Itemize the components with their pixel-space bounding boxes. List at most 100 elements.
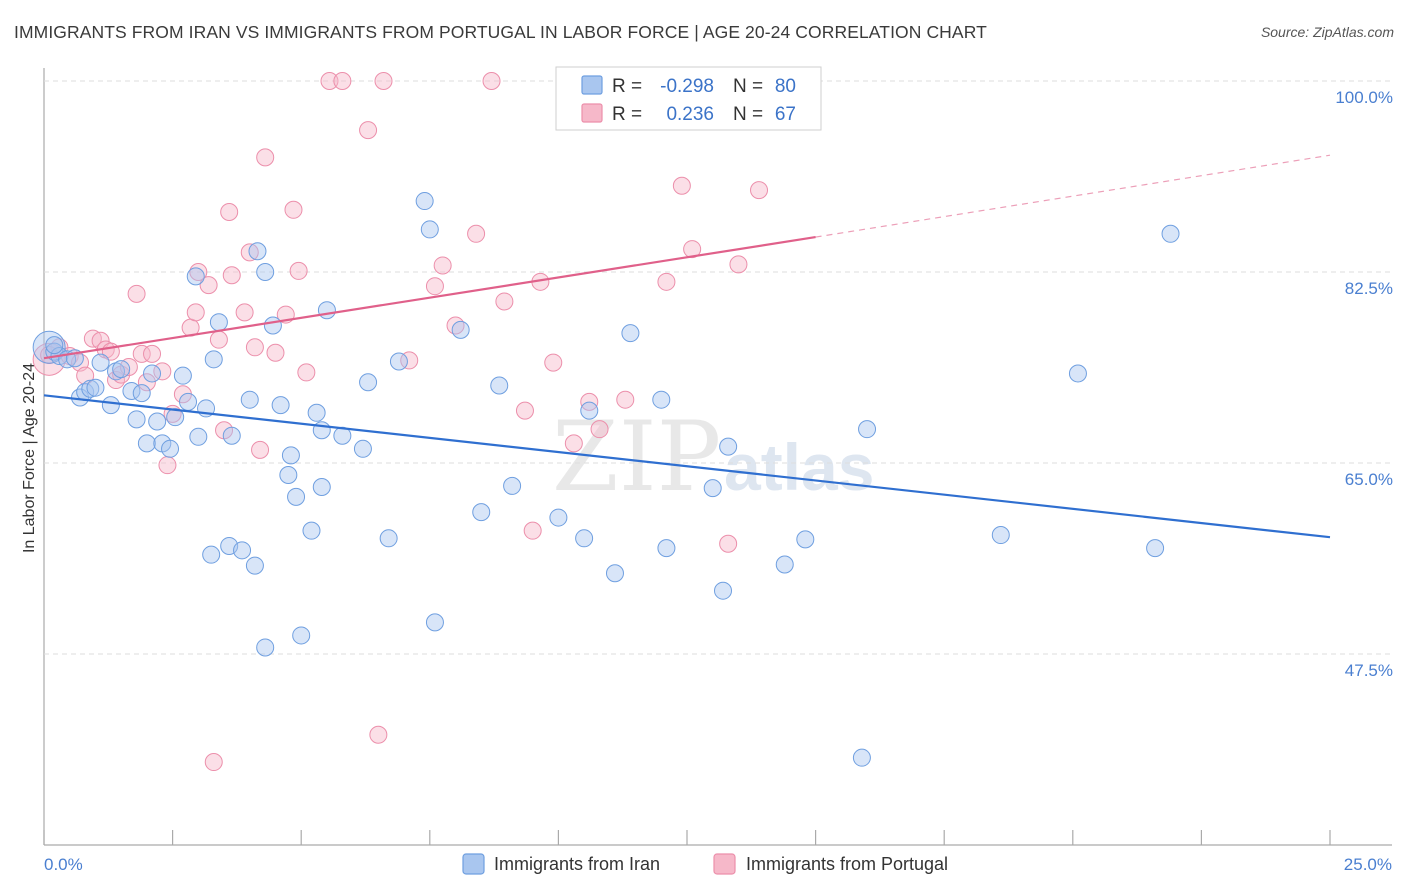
portugal-point [425, 277, 444, 296]
legend-r-value-portugal: 0.236 [666, 104, 714, 125]
iran-trend-line [43, 394, 1331, 539]
iran-point [127, 410, 146, 429]
iran-point [112, 360, 131, 379]
iran-point [287, 487, 306, 506]
portugal-point [672, 176, 691, 195]
iran-point [132, 384, 151, 403]
portugal-point [83, 329, 102, 348]
iran-point [858, 420, 877, 439]
iran-point [256, 263, 275, 281]
legend-r-label-portugal: R = [612, 104, 642, 125]
iran-point [143, 364, 162, 383]
x-tick-label-max: 25.0% [1344, 855, 1392, 874]
bottom-legend-swatch-iran [462, 853, 485, 875]
iran-point [166, 408, 185, 427]
iran-point [312, 478, 331, 497]
iran-point [263, 316, 282, 335]
iran-point [359, 373, 378, 392]
portugal-point [245, 338, 264, 357]
bottom-legend: Immigrants from Iran Immigrants from Por… [462, 853, 948, 875]
y-axis-label: In Labor Force | Age 20-24 [21, 363, 38, 553]
trend-lines [43, 154, 1331, 539]
portugal-point [222, 266, 241, 285]
iran-point [657, 539, 676, 558]
portugal-point [240, 243, 259, 262]
y-tick-label: 82.5% [1345, 279, 1393, 298]
portugal-point [616, 390, 635, 409]
iran-point [1146, 539, 1165, 558]
x-tick-label-min: 0.0% [44, 855, 83, 874]
iran-point [379, 529, 398, 548]
portugal-point [590, 420, 609, 439]
iran-point [189, 427, 208, 446]
iran-point [86, 378, 105, 397]
portugal-point [220, 202, 239, 221]
portugal-point [467, 224, 486, 243]
gridlines [44, 80, 1392, 655]
iran-point [91, 353, 110, 372]
portugal-trend-line [43, 235, 816, 360]
iran-point [209, 313, 228, 332]
iran-point [148, 412, 167, 431]
iran-point [137, 434, 156, 453]
bottom-legend-label-portugal: Immigrants from Portugal [746, 854, 948, 874]
portugal-point [284, 200, 303, 219]
watermark-zip: ZIP [552, 401, 721, 513]
legend-swatch-portugal [581, 103, 603, 123]
iran-point [425, 613, 444, 632]
iran-point [621, 324, 640, 343]
iran-point [490, 376, 509, 395]
iran-point [549, 508, 568, 527]
portugal-point [112, 365, 131, 384]
portugal-point [289, 261, 308, 280]
iran-point [202, 545, 221, 564]
iran-point [240, 390, 259, 409]
portugal-point [320, 72, 339, 90]
legend-n-label-iran: N = [733, 76, 763, 97]
iran-point [233, 541, 252, 560]
portugal-point [374, 72, 393, 90]
legend-swatch-iran [581, 75, 603, 95]
portugal-point [359, 121, 378, 140]
iran-point [714, 581, 733, 600]
portugal-point [495, 292, 514, 311]
iran-point [420, 220, 439, 239]
portugal-point [266, 343, 285, 362]
y-tick-label: 100.0% [1335, 88, 1393, 107]
y-tick-label: 47.5% [1345, 661, 1393, 680]
iran-point [451, 320, 470, 339]
watermark-atlas: atlas [724, 430, 874, 504]
portugal-point [333, 72, 352, 90]
iran-point [179, 392, 198, 411]
iran-point [1161, 224, 1180, 243]
iran-point [292, 626, 311, 645]
y-tick-label: 65.0% [1345, 470, 1393, 489]
iran-point [279, 466, 298, 485]
portugal-point [199, 276, 218, 295]
portugal-point [683, 240, 702, 259]
legend-r-label-iran: R = [612, 76, 642, 97]
portugal-trend-extension [815, 154, 1331, 238]
portugal-point [297, 363, 316, 382]
portugal-point [127, 284, 146, 303]
portugal-point [143, 344, 162, 363]
iran-point [719, 437, 738, 456]
portugal-point [433, 256, 452, 275]
iran-point [248, 242, 267, 261]
portugal-point [204, 753, 223, 772]
portugal-point [719, 534, 738, 553]
iran-point [204, 350, 223, 369]
legend: R = -0.298 N = 80 R = 0.236 N = 67 [555, 66, 822, 131]
iran-point [281, 446, 300, 465]
iran-point [415, 192, 434, 211]
portugal-point [132, 344, 151, 363]
portugal-point [544, 353, 563, 372]
iran-point [173, 366, 192, 385]
iran-point [775, 555, 794, 574]
portugal-point [750, 181, 769, 200]
iran-point [580, 401, 599, 420]
series-iran-points [32, 192, 1180, 767]
iran-point [161, 439, 180, 458]
portugal-point [256, 148, 275, 167]
